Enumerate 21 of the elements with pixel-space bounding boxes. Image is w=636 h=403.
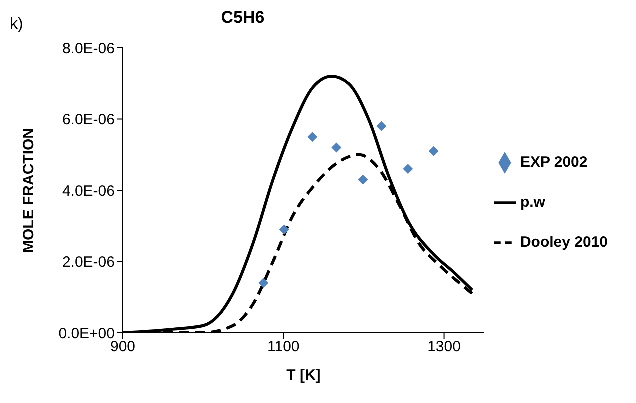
point (308, 132, 318, 142)
y-tick-label: 4.0E-06 (62, 182, 115, 200)
y-axis-title: MOLE FRACTION (20, 128, 38, 253)
point (279, 224, 290, 235)
text: k) (10, 16, 24, 34)
point (428, 146, 439, 156)
y-tick-label: 6.0E-06 (62, 112, 115, 129)
y-tick-label: 2.0E-06 (62, 254, 115, 272)
point (258, 278, 269, 288)
legend-label: EXP 2002 (520, 154, 588, 171)
point (376, 121, 387, 132)
chart-title: C5H6 (221, 8, 265, 27)
point (358, 174, 368, 185)
legend-label: p.w (520, 194, 546, 211)
x-tick-label: 1300 (428, 338, 461, 356)
point (403, 164, 414, 174)
x-tick-label: 1100 (268, 338, 300, 356)
legend-label: Dooley 2010 (520, 234, 608, 251)
x-axis-title: T [K] (286, 367, 321, 384)
y-tick-label: 8.0E-06 (62, 40, 115, 58)
point (332, 142, 342, 153)
